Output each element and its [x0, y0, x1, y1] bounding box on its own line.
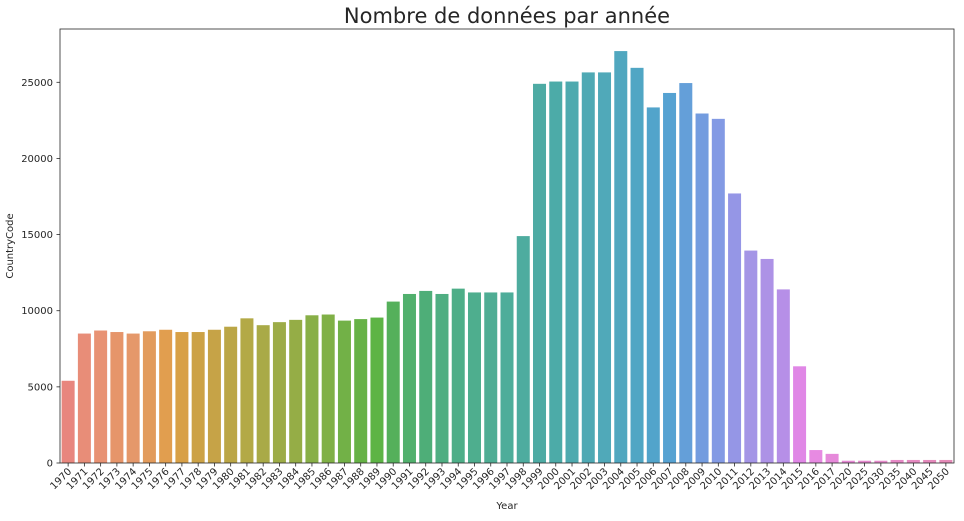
bar-2017: [825, 453, 839, 463]
bar-1990: [386, 301, 400, 463]
bar-2014: [776, 289, 790, 463]
y-tick-label: 0: [47, 459, 53, 470]
bar-1980: [224, 326, 238, 463]
plot-frame: [59, 28, 955, 464]
bar-2035: [890, 459, 904, 463]
bar-2008: [679, 83, 693, 464]
bar-1976: [159, 329, 173, 463]
bar-1977: [175, 332, 189, 463]
bar-2050: [939, 459, 953, 463]
bar-1974: [126, 333, 140, 463]
bar-2002: [581, 72, 595, 464]
bar-2005: [630, 67, 644, 464]
bars-group: [61, 51, 953, 464]
bar-1994: [451, 288, 465, 463]
bar-1972: [94, 330, 108, 463]
bar-1986: [321, 314, 335, 463]
bar-1971: [77, 333, 91, 463]
bar-2016: [809, 450, 823, 463]
bar-1984: [289, 319, 303, 463]
y-tick-label: 15000: [21, 230, 53, 241]
bar-2013: [760, 258, 774, 463]
bar-1983: [272, 322, 286, 463]
bar-1985: [305, 315, 319, 463]
bar-1979: [207, 329, 221, 463]
bar-1999: [533, 83, 547, 464]
bar-1978: [191, 332, 205, 463]
bar-1996: [484, 292, 498, 463]
bar-2040: [906, 459, 920, 463]
y-tick-label: 20000: [21, 154, 53, 165]
bar-2025: [858, 460, 872, 463]
bar-2011: [728, 193, 742, 463]
bar-1973: [110, 332, 124, 463]
bar-1987: [337, 320, 351, 463]
bar-1975: [142, 331, 156, 463]
bar-2003: [598, 72, 612, 464]
bar-2000: [549, 81, 563, 464]
y-axis-label: CountryCode: [5, 213, 16, 278]
bar-1993: [435, 293, 449, 463]
y-tick-label: 25000: [21, 78, 53, 89]
y-axis: 0 5000 10000 15000 20000 25000: [21, 78, 60, 470]
bar-1981: [240, 318, 254, 463]
bar-1991: [402, 293, 416, 463]
bar-1997: [500, 292, 514, 463]
x-axis-label: Year: [495, 501, 518, 512]
bar-2009: [695, 113, 709, 463]
bar-2010: [711, 118, 725, 463]
bar-1989: [370, 317, 384, 463]
bar-2006: [646, 107, 660, 463]
bar-2001: [565, 81, 579, 464]
y-tick-label: 5000: [28, 382, 53, 393]
y-tick-label: 10000: [21, 306, 53, 317]
bar-1988: [354, 319, 368, 463]
bar-1995: [467, 292, 481, 463]
bar-2030: [874, 460, 888, 463]
bar-2045: [923, 459, 937, 463]
bar-2012: [744, 250, 758, 463]
bar-2015: [793, 366, 807, 463]
bar-1970: [61, 380, 75, 463]
bar-2004: [614, 51, 628, 464]
bar-2020: [841, 460, 855, 463]
bar-1998: [516, 236, 530, 463]
x-axis: 1970197119721973197419751976197719781979…: [48, 463, 952, 492]
bar-2007: [663, 92, 677, 464]
bar-1982: [256, 325, 270, 463]
bar-1992: [419, 290, 433, 463]
chart-title: Nombre de données par année: [344, 4, 670, 28]
